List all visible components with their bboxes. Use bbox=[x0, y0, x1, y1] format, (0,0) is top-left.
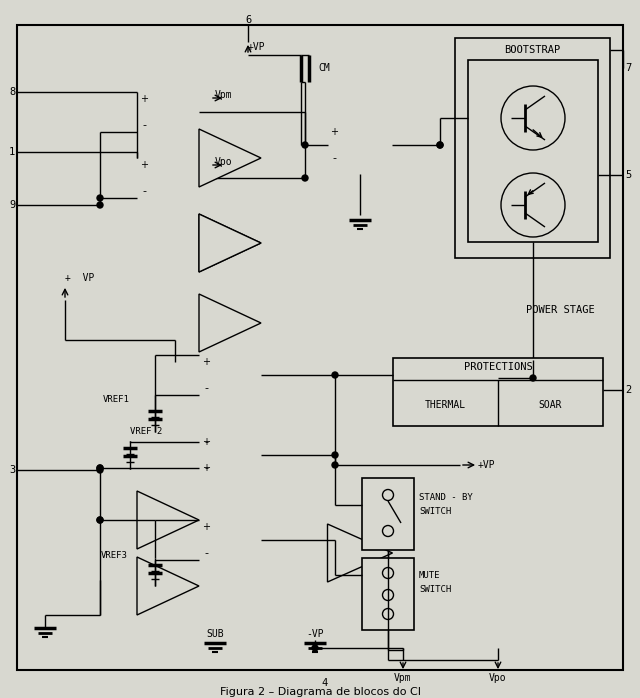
Polygon shape bbox=[199, 214, 261, 272]
Text: Vpo: Vpo bbox=[489, 673, 507, 683]
Circle shape bbox=[97, 465, 103, 471]
Text: +: + bbox=[202, 357, 210, 367]
Text: 1: 1 bbox=[9, 147, 15, 157]
Text: 8: 8 bbox=[9, 87, 15, 97]
Polygon shape bbox=[137, 557, 199, 615]
Text: +VP: +VP bbox=[478, 460, 495, 470]
Text: POWER STAGE: POWER STAGE bbox=[525, 305, 595, 315]
Text: -VP: -VP bbox=[306, 629, 324, 639]
Text: SWITCH: SWITCH bbox=[419, 507, 451, 516]
Text: PROTECTIONS: PROTECTIONS bbox=[463, 362, 532, 372]
Text: 7: 7 bbox=[625, 63, 631, 73]
Text: +: + bbox=[140, 94, 148, 104]
Text: SOAR: SOAR bbox=[539, 400, 563, 410]
Circle shape bbox=[501, 86, 565, 150]
Text: VREF3: VREF3 bbox=[101, 551, 128, 560]
Circle shape bbox=[332, 372, 338, 378]
Circle shape bbox=[530, 375, 536, 381]
Circle shape bbox=[312, 645, 318, 651]
Text: -: - bbox=[204, 437, 208, 447]
Text: -: - bbox=[204, 548, 208, 558]
Text: -: - bbox=[333, 153, 337, 163]
Text: +  VP: + VP bbox=[65, 273, 94, 283]
Circle shape bbox=[437, 142, 443, 148]
Text: BOOTSTRAP: BOOTSTRAP bbox=[504, 45, 561, 55]
Bar bbox=[468, 60, 598, 242]
Text: CM: CM bbox=[318, 63, 330, 73]
Polygon shape bbox=[137, 491, 199, 549]
Text: SUB: SUB bbox=[206, 629, 224, 639]
Bar bbox=[362, 478, 414, 550]
Circle shape bbox=[97, 195, 103, 201]
Circle shape bbox=[97, 465, 103, 471]
Polygon shape bbox=[199, 129, 261, 187]
Text: -: - bbox=[142, 186, 146, 196]
Circle shape bbox=[332, 452, 338, 458]
Text: VREF1: VREF1 bbox=[103, 396, 130, 405]
Text: +: + bbox=[202, 463, 210, 473]
Text: 2: 2 bbox=[625, 385, 631, 395]
Text: +: + bbox=[330, 127, 339, 137]
Circle shape bbox=[302, 175, 308, 181]
Circle shape bbox=[302, 142, 308, 148]
Text: +: + bbox=[202, 522, 210, 532]
Bar bbox=[362, 558, 414, 630]
Text: Vpm: Vpm bbox=[394, 673, 412, 683]
Text: STAND - BY: STAND - BY bbox=[419, 493, 473, 501]
Text: 3: 3 bbox=[9, 465, 15, 475]
Text: 6: 6 bbox=[245, 15, 251, 25]
Text: -: - bbox=[204, 383, 208, 393]
Text: +VP: +VP bbox=[247, 42, 265, 52]
Text: Figura 2 – Diagrama de blocos do CI: Figura 2 – Diagrama de blocos do CI bbox=[220, 687, 420, 697]
Text: Vpo: Vpo bbox=[215, 157, 232, 167]
Circle shape bbox=[332, 462, 338, 468]
Text: 9: 9 bbox=[9, 200, 15, 210]
Polygon shape bbox=[328, 524, 392, 582]
Text: 5: 5 bbox=[625, 170, 631, 180]
Circle shape bbox=[437, 142, 443, 148]
Bar bbox=[455, 38, 610, 258]
Text: +: + bbox=[202, 437, 210, 447]
Polygon shape bbox=[199, 214, 261, 272]
Text: SWITCH: SWITCH bbox=[419, 584, 451, 593]
Polygon shape bbox=[199, 294, 261, 352]
Circle shape bbox=[501, 173, 565, 237]
Text: MUTE: MUTE bbox=[419, 570, 440, 579]
Circle shape bbox=[97, 202, 103, 208]
Text: +: + bbox=[140, 160, 148, 170]
Text: VREF 2: VREF 2 bbox=[130, 427, 163, 436]
Text: Vpm: Vpm bbox=[215, 90, 232, 100]
Text: 4: 4 bbox=[322, 678, 328, 688]
Text: THERMAL: THERMAL bbox=[425, 400, 466, 410]
Circle shape bbox=[97, 517, 103, 523]
Circle shape bbox=[97, 467, 103, 473]
Bar bbox=[393, 358, 603, 426]
Text: -: - bbox=[142, 120, 146, 130]
Circle shape bbox=[97, 517, 103, 523]
Text: -: - bbox=[204, 463, 208, 473]
